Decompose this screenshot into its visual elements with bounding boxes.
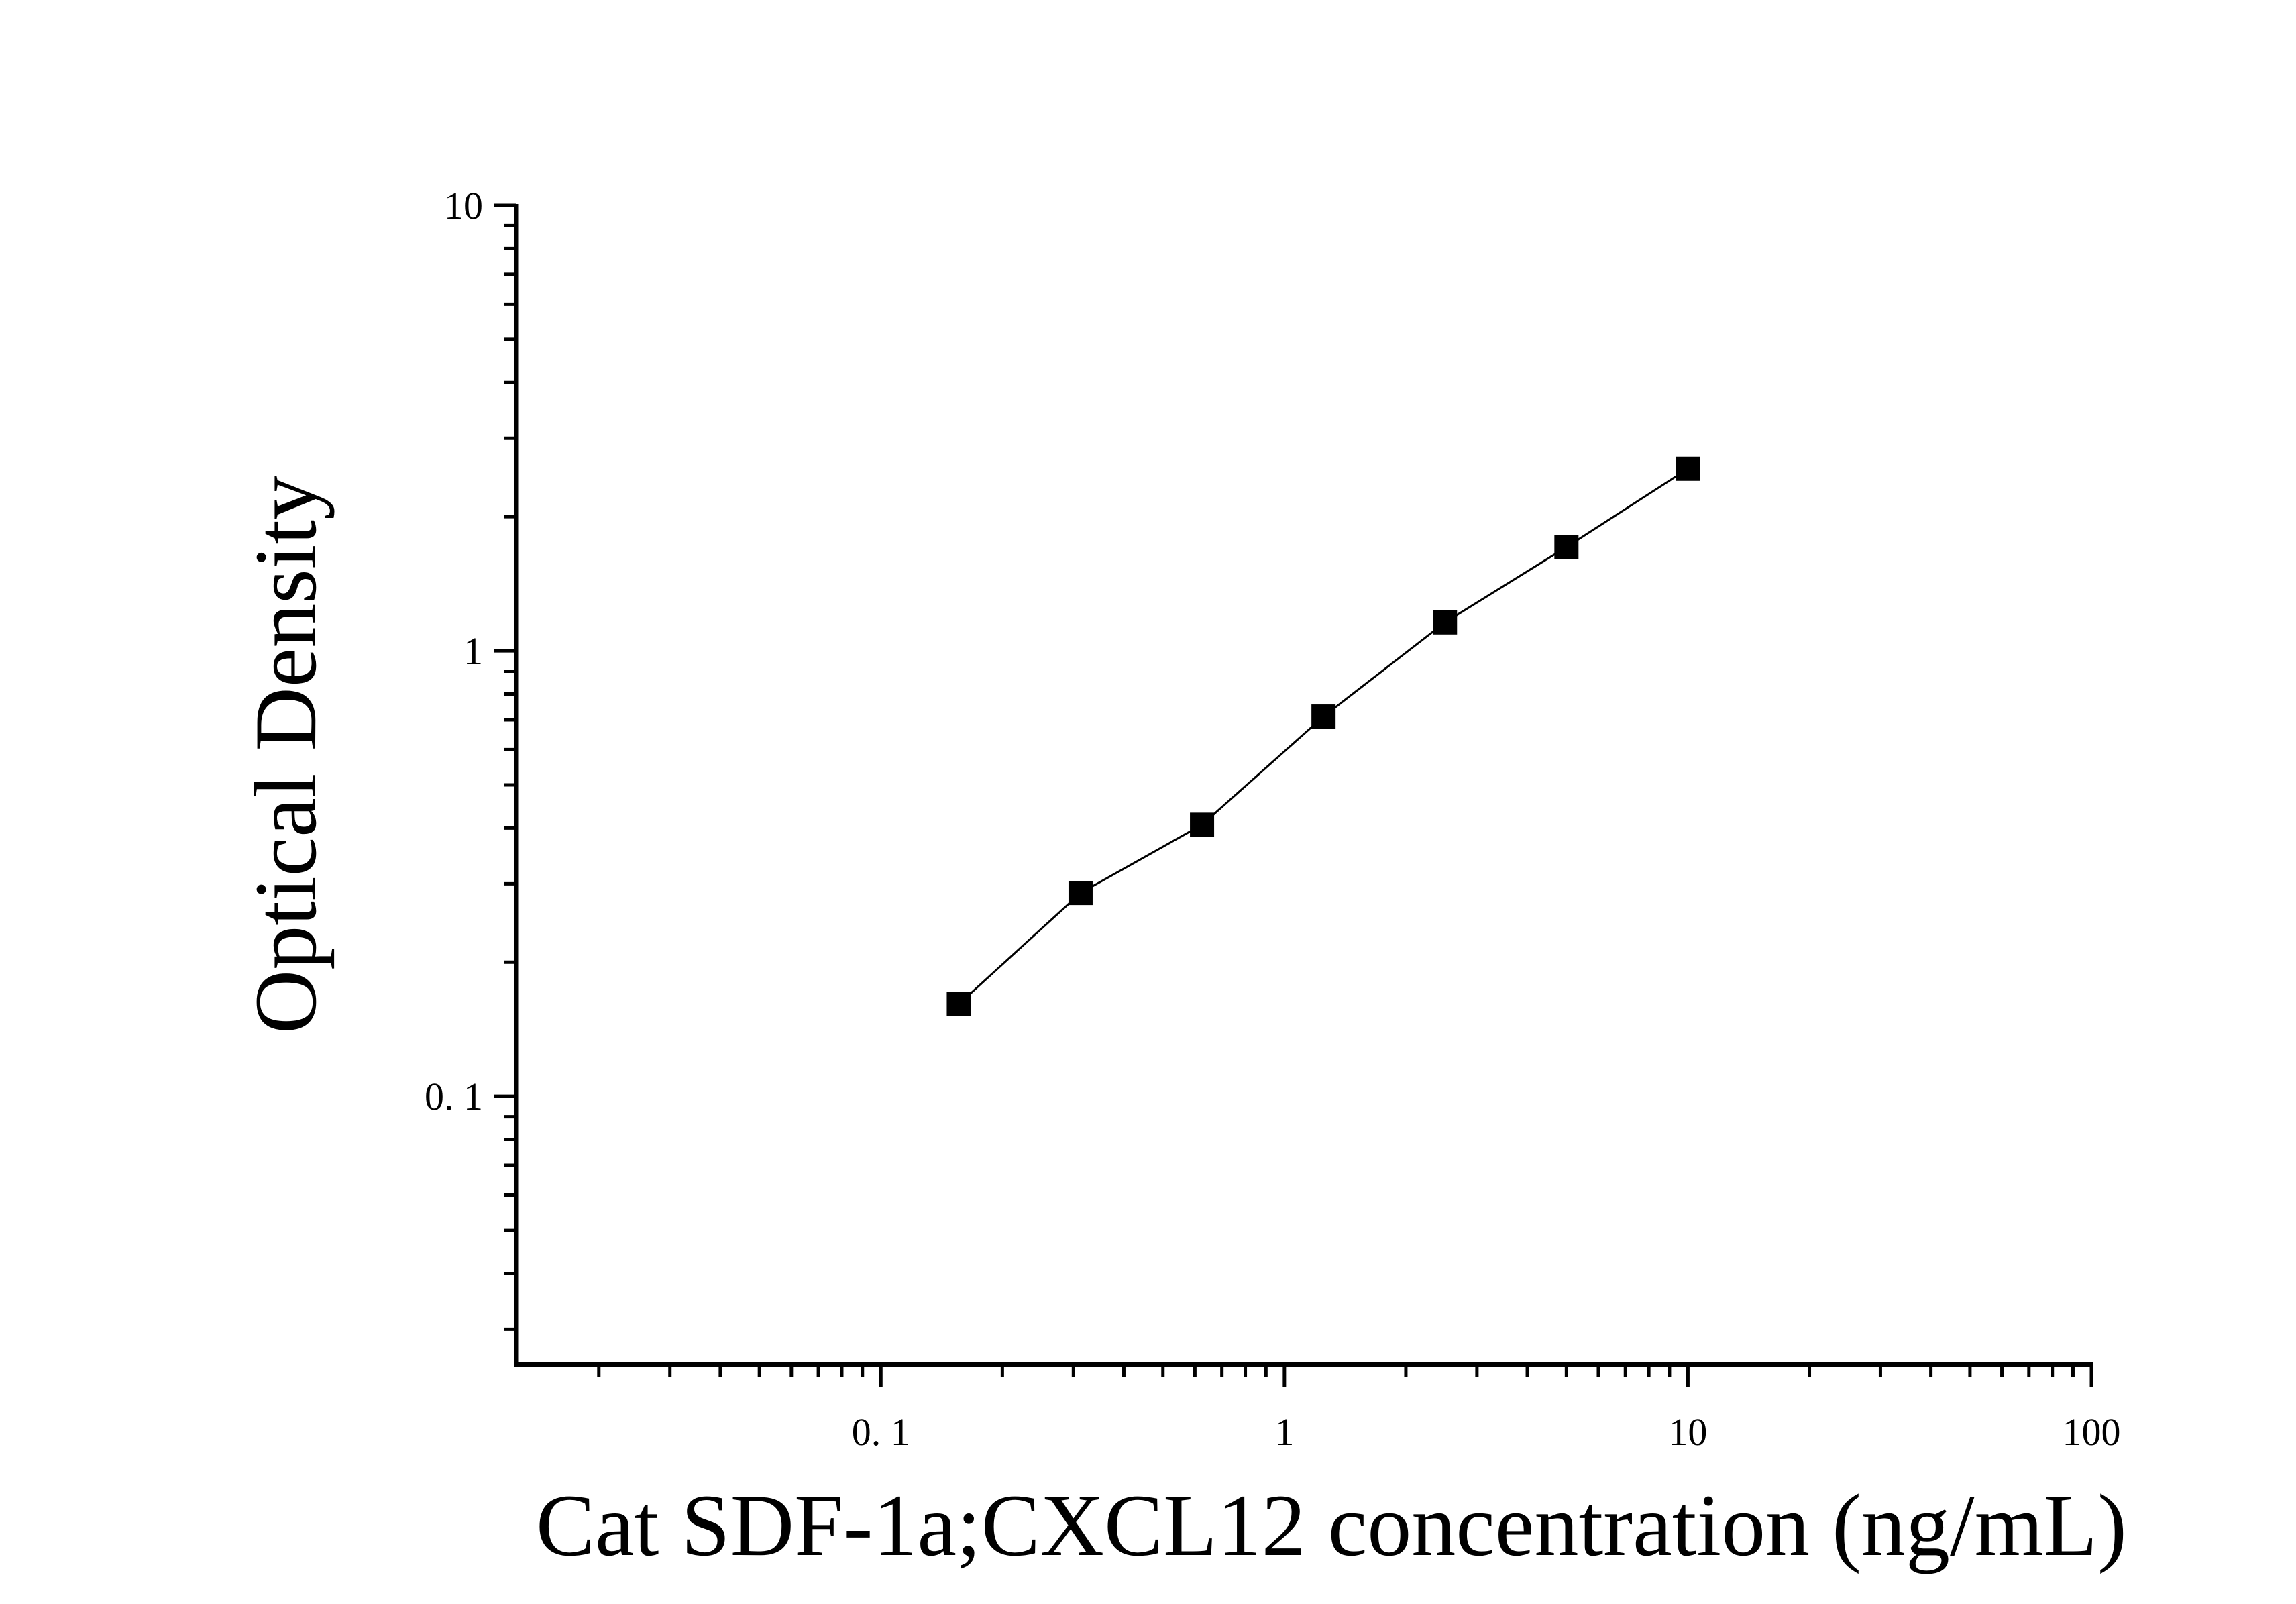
y-tick-label: 0. 1 xyxy=(425,1075,483,1118)
data-point xyxy=(1433,610,1458,635)
y-tick-label: 1 xyxy=(463,629,483,673)
data-point xyxy=(1311,704,1336,729)
tick-labels: 0. 1 1 10 100 0. 1 1 10 xyxy=(425,184,2121,1454)
data-point xyxy=(1190,812,1215,837)
ticks xyxy=(494,203,2093,1387)
y-axis-title: Optical Density xyxy=(236,476,335,1034)
x-tick-label: 1 xyxy=(1274,1410,1294,1454)
data-point xyxy=(1676,456,1700,481)
data-point xyxy=(1068,881,1093,906)
axes xyxy=(514,204,2093,1367)
x-tick-label: 10 xyxy=(1668,1410,1707,1454)
x-tick-label: 0. 1 xyxy=(852,1410,910,1454)
x-axis-title: Cat SDF-1a;CXCL12 concentration (ng/mL) xyxy=(536,1476,2127,1574)
x-tick-label: 100 xyxy=(2063,1410,2121,1454)
data-point xyxy=(946,992,971,1016)
y-tick-label: 10 xyxy=(444,184,483,227)
data-series xyxy=(946,456,1700,1016)
curve-line xyxy=(958,468,1689,1005)
data-point xyxy=(1554,535,1579,559)
